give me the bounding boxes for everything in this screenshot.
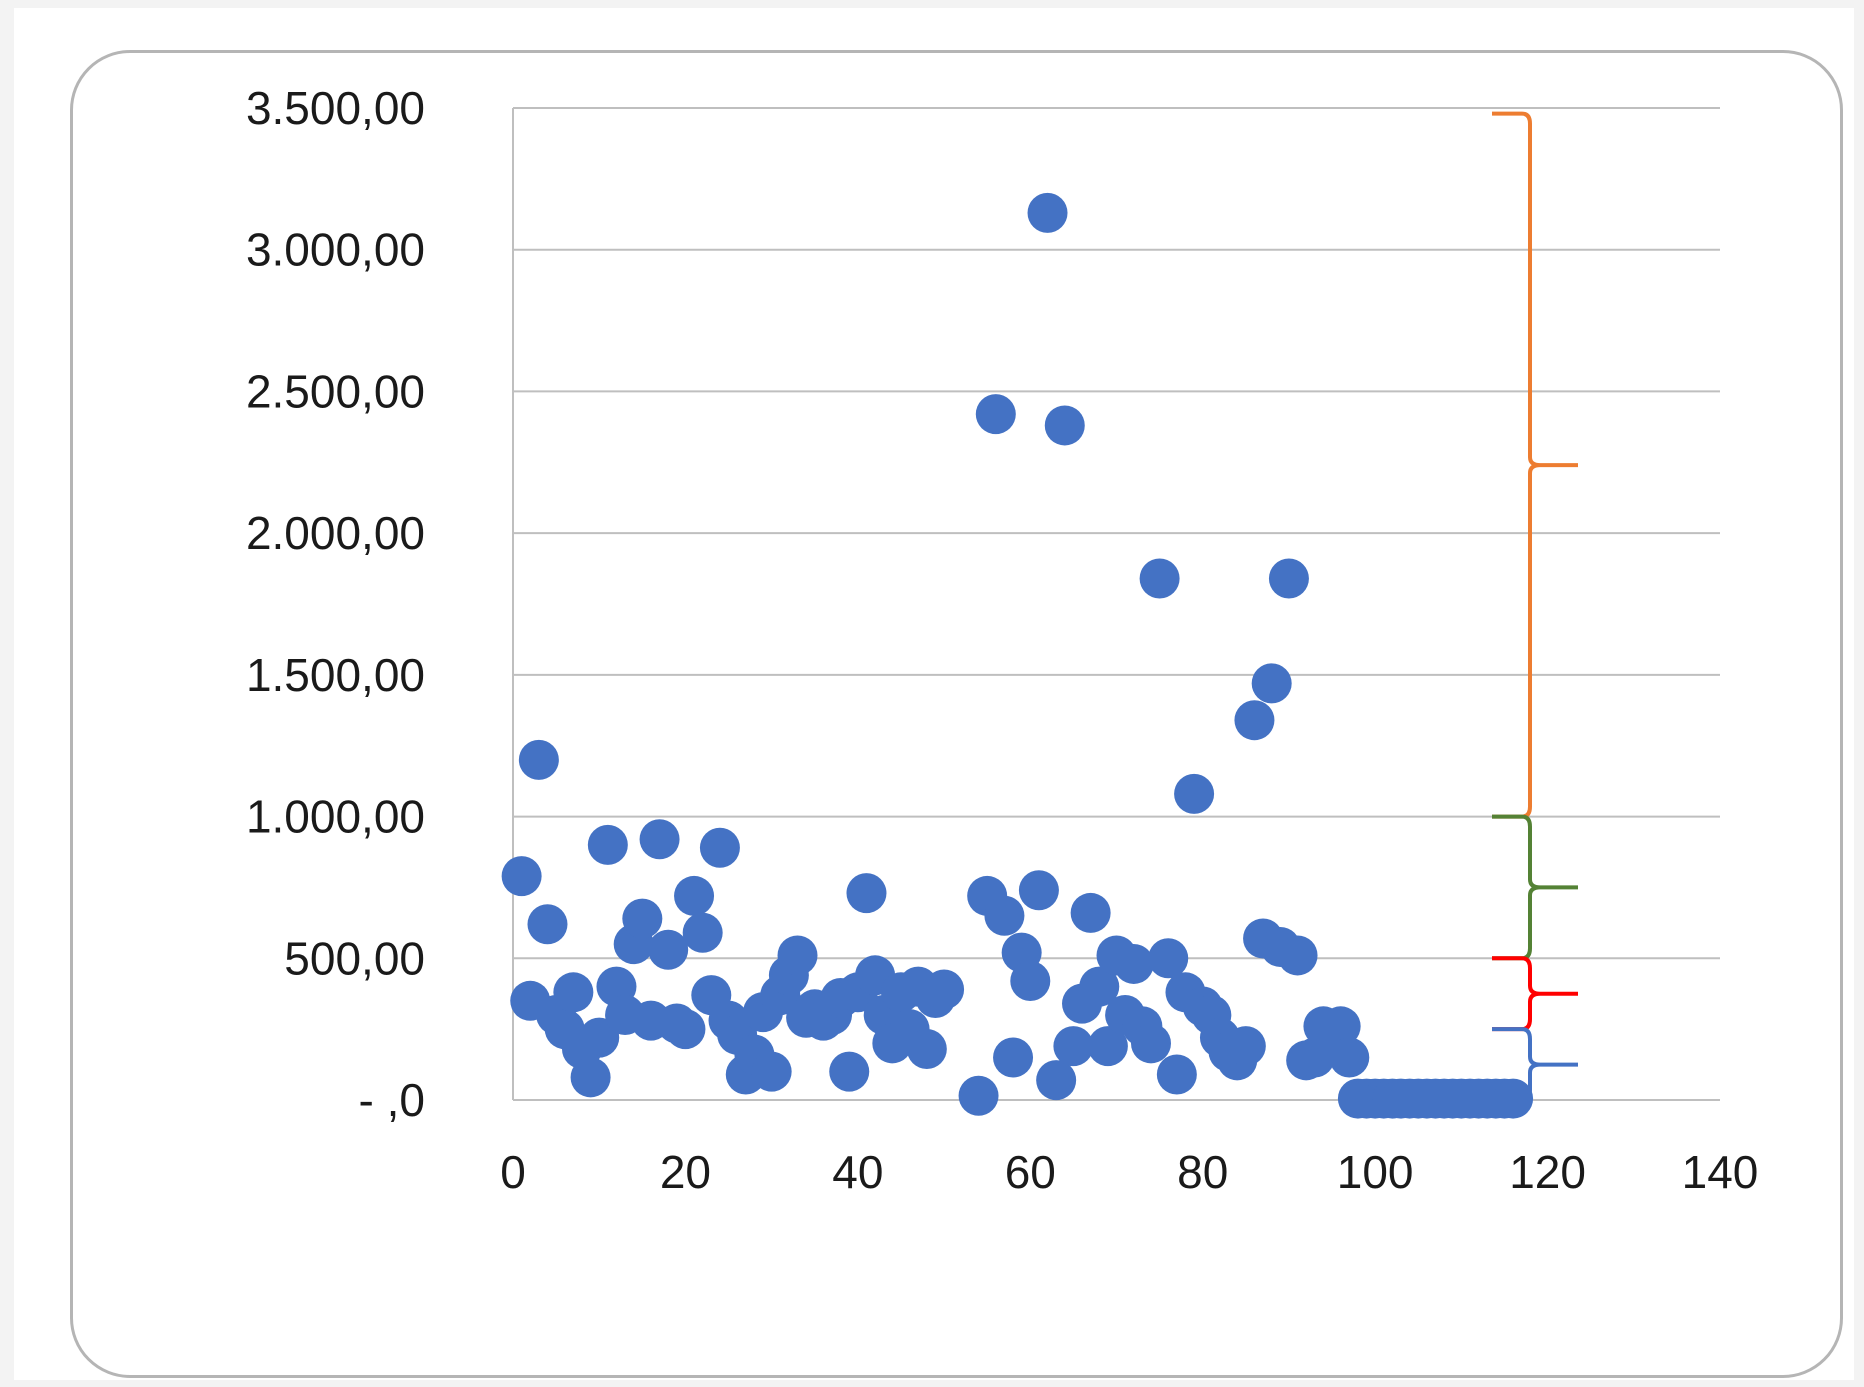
y-tick-label: 3.500,00 [246,82,425,134]
x-tick-labels: 0 20 40 60 80 100 120 140 [500,1146,1758,1198]
data-point [1027,192,1068,233]
data-point [1053,1026,1094,1067]
data-point [751,1051,792,1092]
data-point [1130,1023,1171,1064]
x-tick-label: 40 [832,1146,883,1198]
range-braces [1492,111,1578,1102]
data-point [829,1051,870,1092]
x-tick-label: 20 [660,1146,711,1198]
x-tick-label: 0 [500,1146,526,1198]
data-point [1234,700,1275,741]
data-point [1113,943,1154,984]
data-point [1018,870,1059,911]
y-tick-label: 2.000,00 [246,507,425,559]
page-frame [14,8,1854,1380]
data-point [579,1017,620,1058]
x-tick-label: 140 [1682,1146,1759,1198]
x-tick-label: 60 [1005,1146,1056,1198]
data-point [975,394,1016,435]
y-tick-label: 500,00 [284,932,425,984]
y-tick-label: - ,0 [359,1074,425,1126]
y-tick-label: 2.500,00 [246,365,425,417]
data-point [1044,405,1085,446]
data-point [553,972,594,1013]
data-point [1036,1060,1077,1101]
data-point [1268,558,1309,599]
y-tick-label: 1.500,00 [246,649,425,701]
data-point [1079,966,1120,1007]
data-point [906,1028,947,1069]
data-point [846,873,887,914]
data-point [622,898,663,939]
data-point [639,819,680,860]
data-point [1148,938,1189,979]
data-point [1087,1026,1128,1067]
data-point [1156,1054,1197,1095]
data-point [682,912,723,953]
data-points [501,192,1534,1119]
data-point [648,929,689,970]
data-point [665,1009,706,1050]
data-point [1139,558,1180,599]
x-tick-label: 80 [1177,1146,1228,1198]
data-point [777,935,818,976]
y-tick-label: 3.000,00 [246,224,425,276]
data-point [699,827,740,868]
data-point [1174,773,1215,814]
data-point [1320,1006,1361,1047]
data-point [1251,663,1292,704]
data-point [587,824,628,865]
data-point [570,1057,611,1098]
data-point [984,895,1025,936]
data-point [993,1037,1034,1078]
data-point [958,1075,999,1116]
y-tick-label: 1.000,00 [246,791,425,843]
data-point [1070,892,1111,933]
range-brace [1492,814,1578,961]
data-point [518,739,559,780]
data-point [1277,935,1318,976]
x-tick-label: 100 [1337,1146,1414,1198]
range-brace [1492,956,1578,1032]
data-point [674,875,715,916]
range-brace [1492,1027,1578,1102]
y-tick-labels: - ,0 500,00 1.000,00 1.500,00 2.000,00 2.500,… [246,82,425,1126]
data-point [527,904,568,945]
data-point [1225,1026,1266,1067]
chart-card [70,50,1843,1378]
data-point [924,969,965,1010]
x-tick-label: 120 [1509,1146,1586,1198]
data-point [501,856,542,897]
range-brace [1492,111,1578,819]
data-point [1010,960,1051,1001]
data-point [1329,1037,1370,1078]
